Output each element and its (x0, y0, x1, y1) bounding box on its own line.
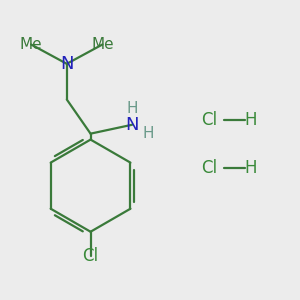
Text: H: H (245, 159, 257, 177)
Text: Me: Me (20, 37, 42, 52)
Text: H: H (126, 101, 138, 116)
Text: H: H (143, 126, 154, 141)
Text: H: H (245, 111, 257, 129)
Text: N: N (60, 55, 74, 73)
Text: Me: Me (91, 37, 114, 52)
Text: Cl: Cl (201, 111, 218, 129)
Text: Cl: Cl (82, 247, 99, 265)
Text: N: N (125, 116, 139, 134)
Text: Cl: Cl (201, 159, 218, 177)
